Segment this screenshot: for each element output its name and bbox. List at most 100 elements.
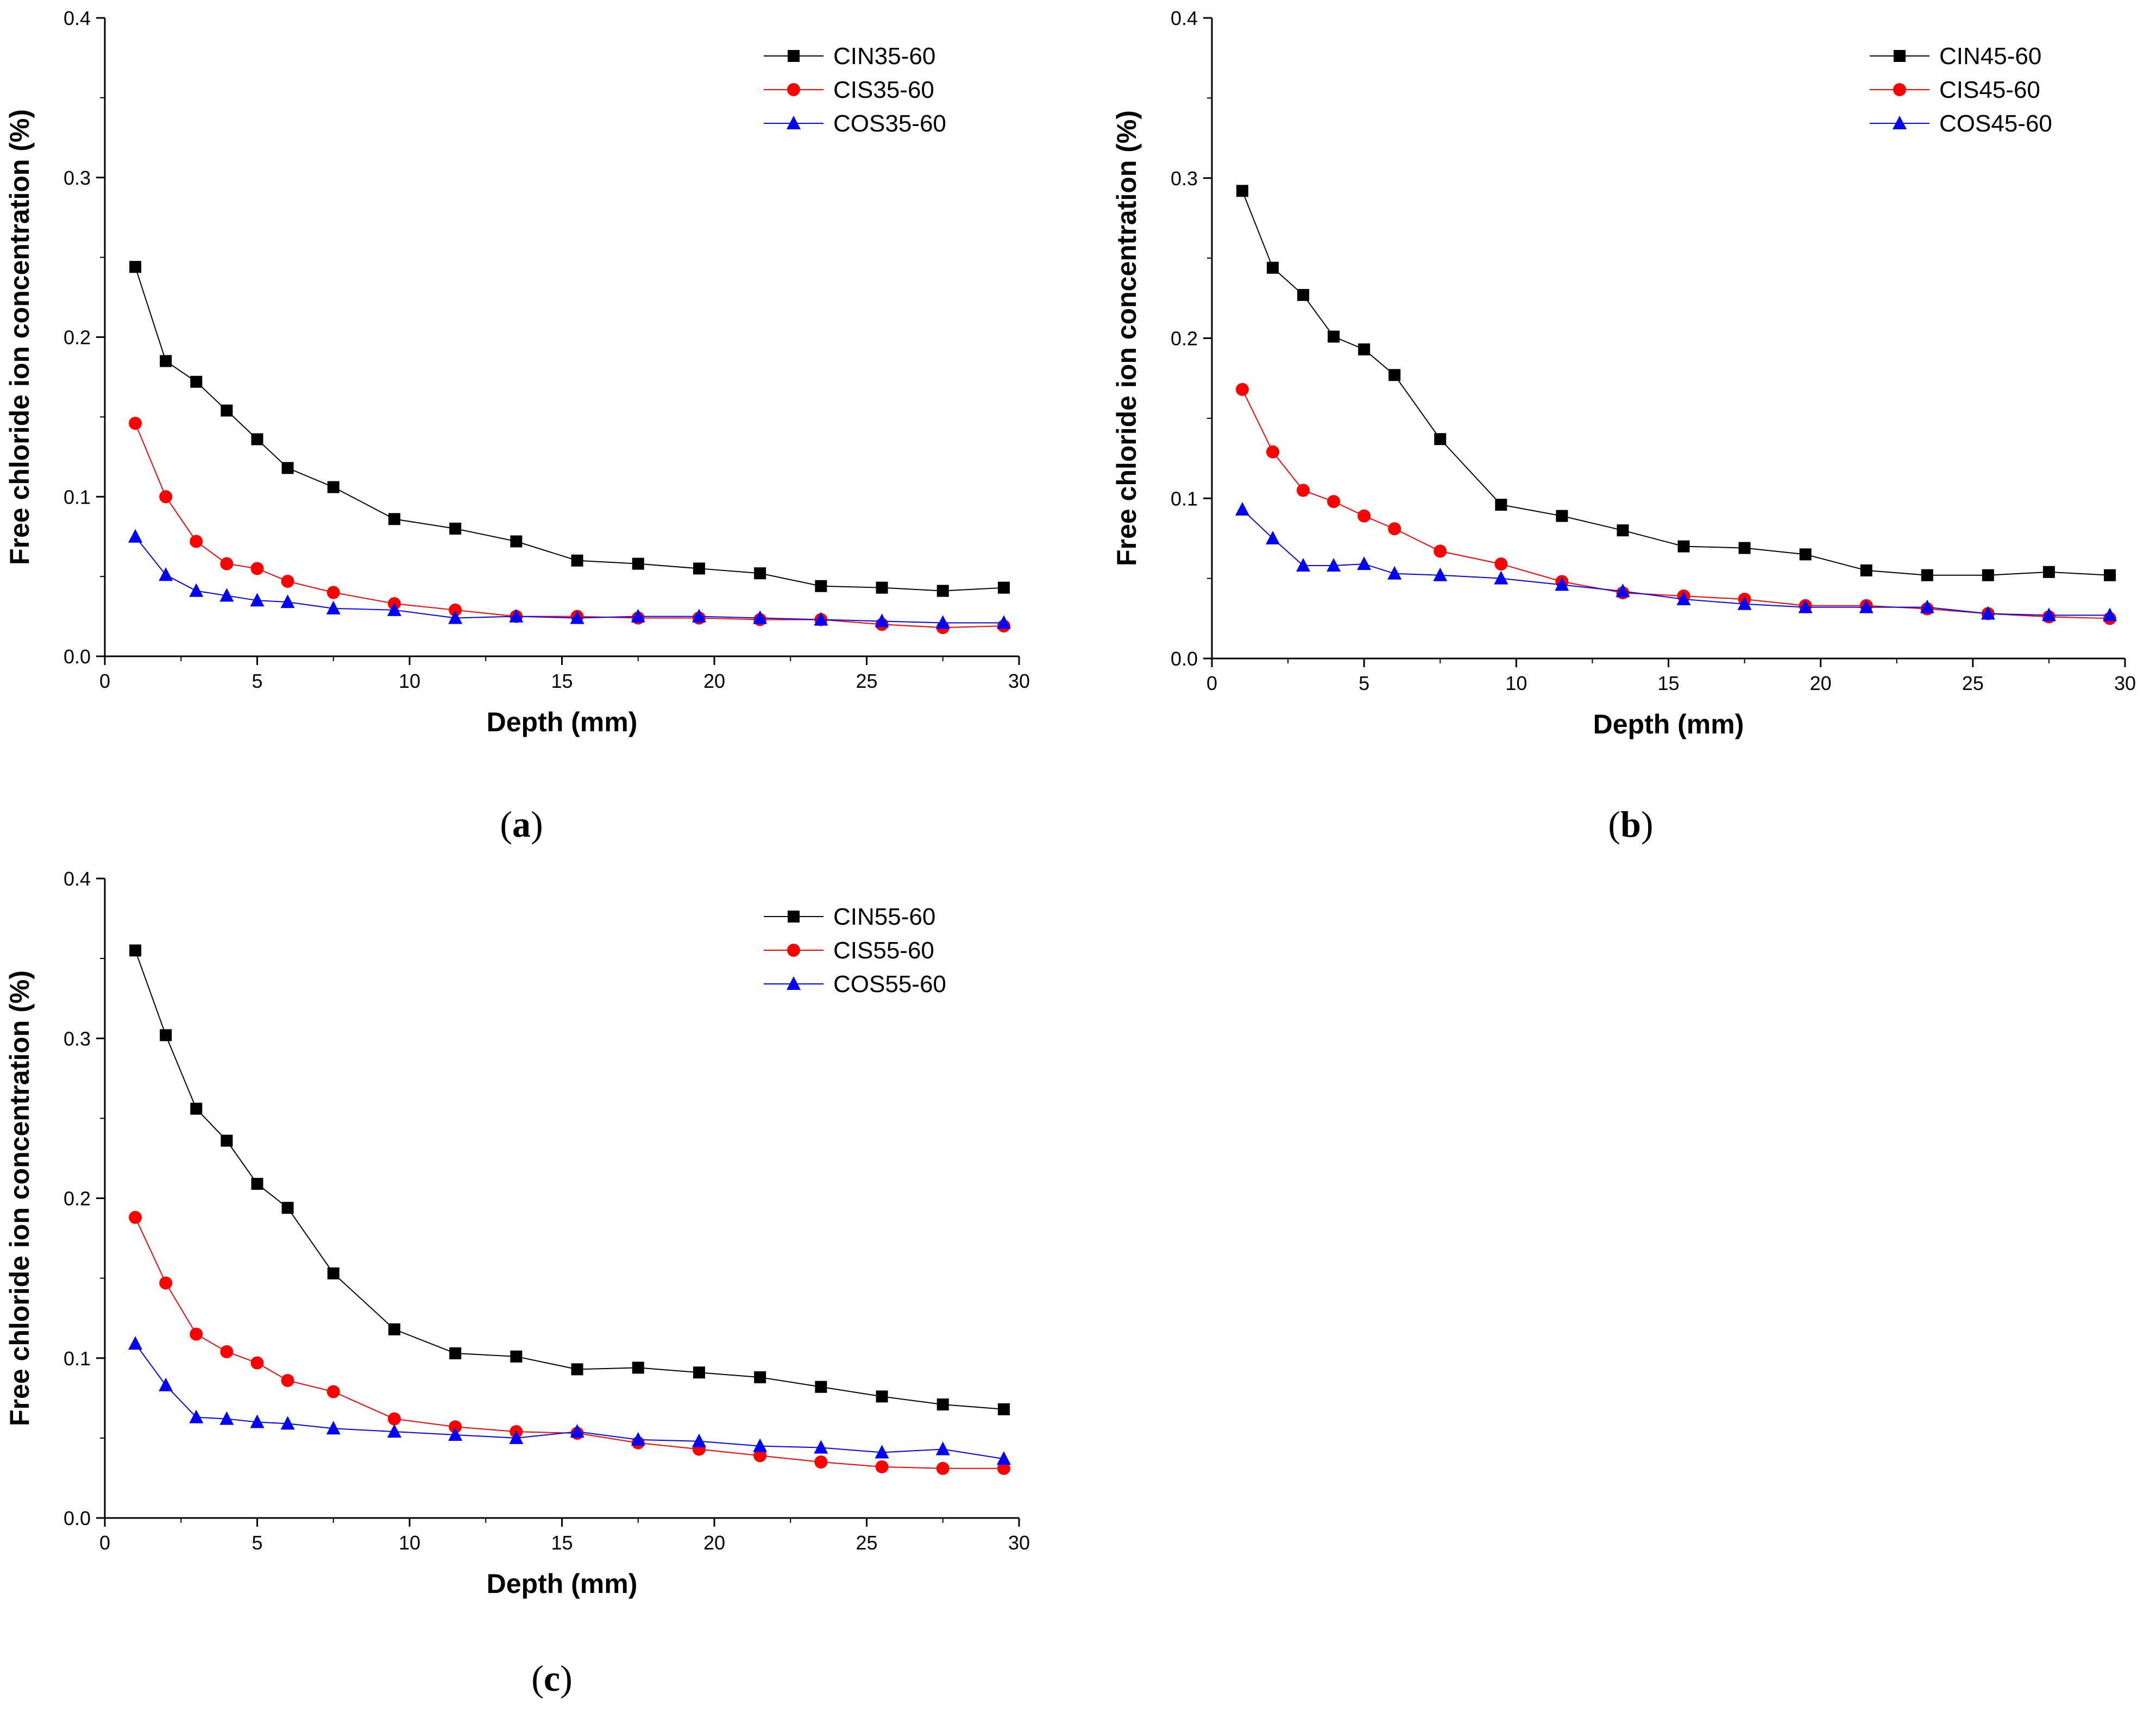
series-COS45-60 — [1235, 501, 2117, 622]
data-point — [281, 462, 294, 474]
data-point — [509, 608, 524, 623]
data-point — [875, 1445, 889, 1459]
x-tick-label: 20 — [703, 1532, 725, 1554]
y-axis-title: Free chloride ion concentration (%) — [1111, 110, 1142, 566]
data-point — [1434, 433, 1447, 446]
y-tick-label: 0.0 — [64, 645, 91, 668]
data-point — [876, 581, 888, 594]
data-point — [814, 612, 828, 626]
x-axis-title: Depth (mm) — [487, 1569, 638, 1599]
data-point — [754, 1371, 766, 1384]
data-point — [1556, 510, 1568, 522]
x-tick-label: 0 — [1206, 672, 1217, 694]
data-point — [326, 1385, 340, 1398]
legend-label: COS45-60 — [1939, 110, 2052, 137]
data-point — [128, 1336, 143, 1350]
data-point — [2042, 566, 2055, 578]
data-point — [875, 613, 889, 628]
x-axis-title: Depth (mm) — [487, 707, 638, 737]
data-point — [510, 535, 523, 548]
y-tick-label: 0.2 — [64, 327, 91, 349]
data-point — [996, 615, 1011, 629]
legend-label: COS55-60 — [833, 971, 946, 997]
data-point — [159, 1276, 173, 1290]
data-point — [1677, 540, 1690, 553]
x-tick-label: 5 — [252, 1532, 262, 1554]
data-point — [1920, 599, 1934, 613]
data-point — [815, 580, 827, 592]
legend: CIN45-60 CIS45-60 COS45-60 — [1870, 43, 2052, 137]
data-point — [221, 404, 233, 417]
data-point — [1434, 544, 1447, 558]
data-point — [815, 1381, 827, 1393]
legend: CIN55-60 CIS55-60 COS55-60 — [764, 904, 946, 997]
legend-marker — [1894, 50, 1906, 62]
data-point — [281, 1373, 294, 1387]
x-tick-label: 25 — [1962, 672, 1984, 694]
data-point — [1236, 185, 1249, 197]
y-axis-title: Free chloride ion concentration (%) — [4, 109, 35, 565]
legend-label: CIN45-60 — [1939, 43, 2041, 70]
data-point — [1737, 596, 1752, 610]
x-tick-label: 25 — [856, 670, 877, 692]
y-tick-label: 0.0 — [1171, 648, 1198, 670]
data-point — [632, 1362, 644, 1374]
series-COS35-60 — [128, 529, 1011, 629]
data-point — [221, 1134, 233, 1147]
data-point — [1327, 558, 1341, 572]
data-point — [190, 1102, 203, 1115]
data-point — [387, 1424, 401, 1438]
data-point — [327, 481, 340, 493]
chart-panel-c: 0 5 10 15 20 25 30 0.0 0.1 0.2 0.3 0.4 Depth (mm) Fre… — [4, 868, 1030, 1699]
data-point — [129, 261, 142, 273]
data-point — [875, 1460, 889, 1473]
data-point — [159, 490, 173, 504]
data-point — [1676, 591, 1691, 605]
legend-marker — [1893, 116, 1907, 129]
panel-label: (a) — [500, 804, 543, 845]
legend-marker — [788, 50, 800, 62]
data-point — [1616, 584, 1630, 598]
data-point — [388, 1323, 400, 1335]
data-point — [220, 557, 234, 570]
data-point — [509, 1430, 524, 1444]
data-point — [1235, 501, 1250, 516]
legend-marker — [787, 116, 801, 129]
data-point — [631, 608, 645, 623]
data-point — [935, 1441, 950, 1455]
data-point — [1357, 556, 1372, 570]
data-point — [250, 1356, 264, 1370]
data-point — [129, 417, 142, 430]
data-point — [571, 1363, 583, 1376]
data-point — [996, 1451, 1011, 1465]
data-point — [2102, 607, 2117, 622]
x-tick-label: 15 — [1657, 672, 1679, 694]
data-point — [220, 1345, 234, 1358]
data-point — [1494, 570, 1508, 585]
data-point — [1327, 495, 1341, 509]
legend-label: CIS45-60 — [1939, 77, 2040, 103]
y-tick-label: 0.1 — [1171, 487, 1198, 510]
data-point — [281, 574, 294, 588]
data-point — [1297, 484, 1310, 497]
data-point — [1494, 557, 1508, 571]
y-tick-label: 0.0 — [64, 1507, 91, 1529]
legend-marker — [787, 83, 800, 96]
data-point — [326, 586, 340, 599]
data-point — [280, 594, 295, 608]
data-point — [1860, 564, 1872, 576]
data-point — [753, 610, 768, 624]
data-point — [936, 1398, 949, 1411]
y-tick-label: 0.3 — [64, 167, 91, 189]
data-point — [449, 603, 462, 617]
data-point — [2041, 607, 2056, 622]
x-tick-label: 30 — [1008, 670, 1030, 692]
data-point — [189, 1409, 204, 1423]
x-tick-label: 25 — [856, 1532, 877, 1554]
data-point — [1266, 530, 1280, 544]
data-point — [1799, 548, 1812, 561]
data-point — [448, 610, 463, 624]
data-point — [160, 1029, 172, 1042]
series-line — [1242, 509, 2110, 616]
